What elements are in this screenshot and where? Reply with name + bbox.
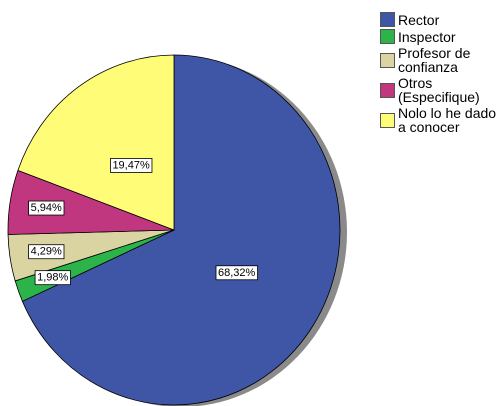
- legend-swatch: [380, 82, 395, 98]
- legend: Rector Inspector Profesor de confianza Otro…: [380, 12, 498, 136]
- data-label-box: [28, 200, 65, 216]
- legend-swatch: [380, 112, 395, 128]
- legend-label: Rector: [398, 11, 440, 28]
- data-label-text: 5,94%: [31, 202, 62, 214]
- data-label: 19,47%: [110, 158, 153, 173]
- legend-swatch: [380, 29, 395, 44]
- data-label: 5,94%: [28, 200, 65, 216]
- data-label: 68,32%: [215, 265, 258, 281]
- legend-label: Otros (Especifique): [398, 75, 480, 105]
- data-label-box: [215, 265, 258, 281]
- legend-item: Rector: [380, 12, 498, 27]
- legend-label: Nolo lo he dado a conocer: [398, 105, 497, 135]
- data-label: 4,29%: [28, 244, 65, 260]
- legend-label: Profesor de confianza: [398, 45, 471, 75]
- data-label-text: 68,32%: [218, 267, 256, 279]
- pie-slice: [21, 54, 341, 406]
- data-label-text: 19,47%: [112, 159, 150, 171]
- data-label-text: 1,98%: [37, 272, 68, 284]
- data-label-box: [110, 158, 153, 173]
- legend-item: Nolo lo he dado a conocer: [380, 106, 498, 134]
- legend-swatch: [380, 12, 395, 27]
- legend-item: Inspector: [380, 29, 498, 44]
- legend-item: Profesor de confianza: [380, 46, 498, 74]
- legend-swatch: [380, 52, 395, 68]
- legend-item: Otros (Especifique): [380, 76, 498, 104]
- data-label: 1,98%: [34, 270, 71, 286]
- data-label-box: [34, 270, 71, 286]
- legend-label: Inspector: [398, 28, 456, 45]
- pie-slice: [17, 54, 175, 231]
- data-label-box: [28, 244, 65, 260]
- data-label-text: 4,29%: [31, 246, 62, 258]
